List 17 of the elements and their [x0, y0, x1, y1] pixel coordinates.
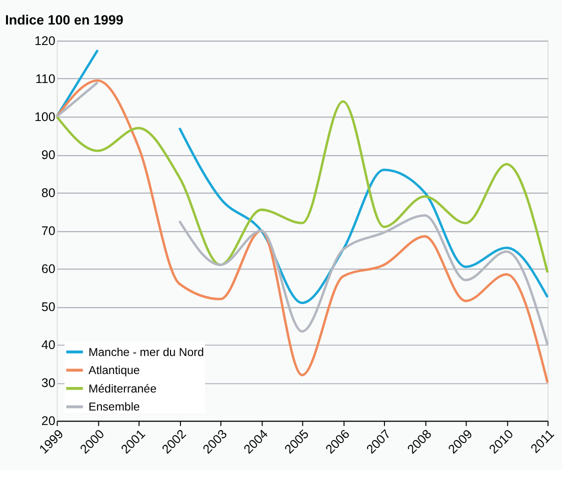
- y-tick-label: 70: [41, 224, 56, 238]
- line-series: [56, 100, 549, 274]
- y-tick-label: 20: [41, 414, 56, 428]
- y-tick-label: 80: [41, 186, 56, 200]
- legend-label: Atlantique: [88, 365, 140, 378]
- y-tick-label: 40: [41, 338, 56, 352]
- y-tick-label: 30: [41, 376, 56, 390]
- y-tick-label: 90: [41, 148, 56, 162]
- y-tick-label: 110: [35, 72, 56, 86]
- chart-title: Indice 100 en 1999: [5, 12, 124, 28]
- y-tick-label: 60: [41, 262, 56, 276]
- legend-label: Manche - mer du Nord: [88, 346, 204, 359]
- y-tick-label: 120: [34, 34, 56, 48]
- y-tick-label: 50: [41, 300, 56, 314]
- legend-label: Ensemble: [88, 402, 140, 414]
- y-tick-label: 100: [34, 110, 56, 124]
- legend-label: Méditerranée: [88, 383, 156, 396]
